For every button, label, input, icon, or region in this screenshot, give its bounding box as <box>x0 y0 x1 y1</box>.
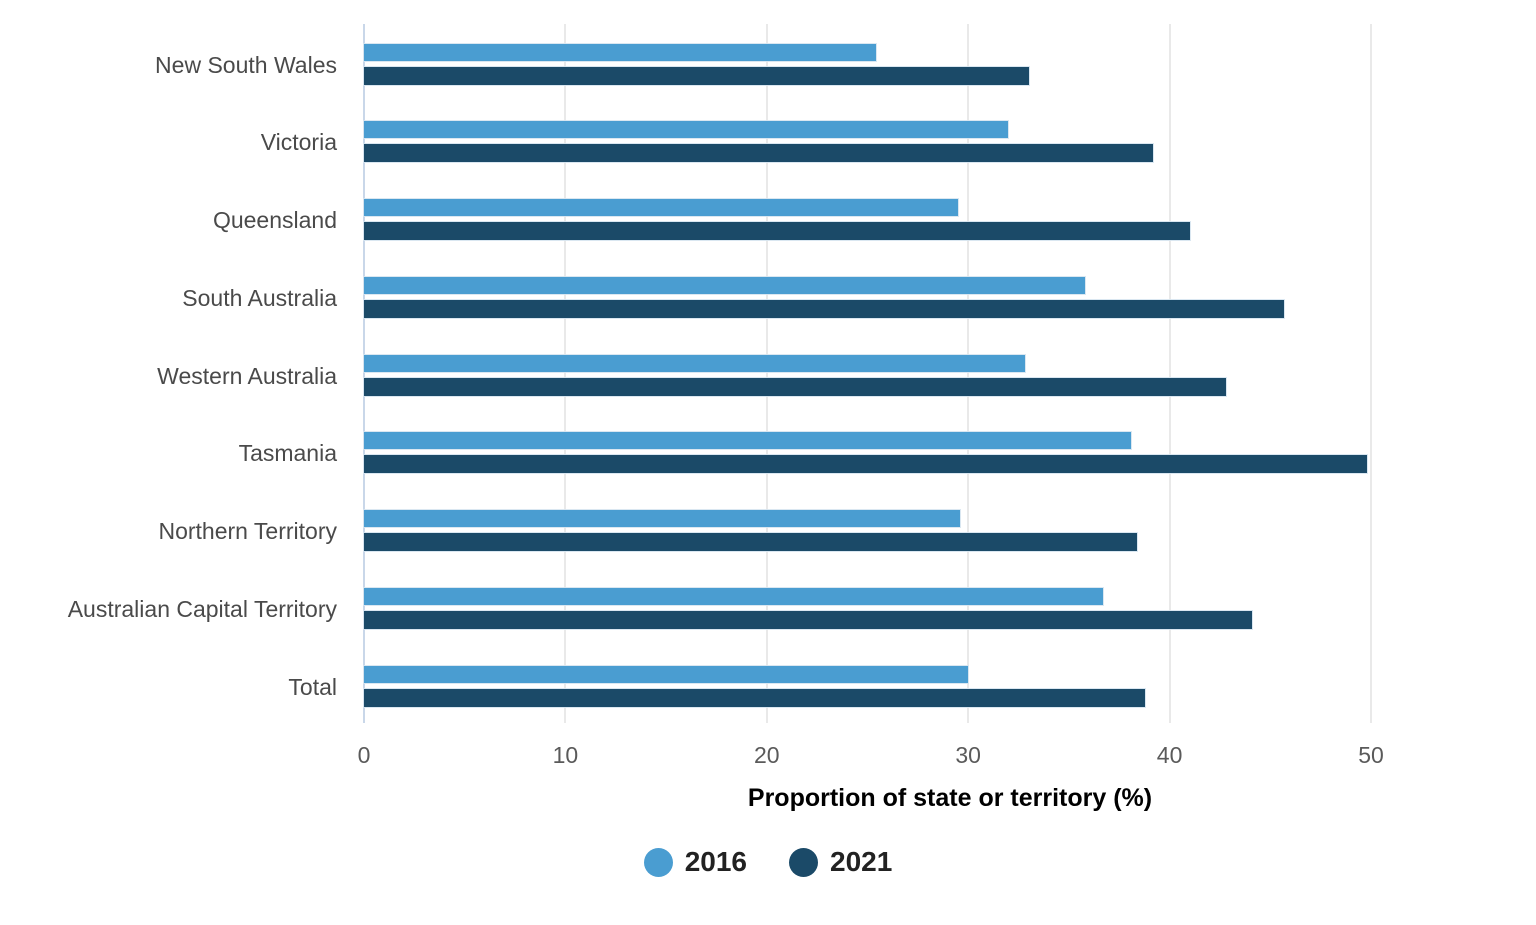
bar-2021-south-australia[interactable] <box>364 299 1285 318</box>
x-tick-label-30: 30 <box>955 742 981 768</box>
bar-2021-victoria[interactable] <box>364 144 1154 163</box>
bar-2016-western-australia[interactable] <box>364 354 1025 372</box>
bar-2016-queensland[interactable] <box>364 199 959 216</box>
axis-zero-line <box>363 24 365 723</box>
bar-2021-queensland[interactable] <box>364 222 1190 240</box>
category-label-australian-capital-territory: Australian Capital Territory <box>67 595 337 622</box>
bar-2016-australian-capital-territory[interactable] <box>364 587 1104 605</box>
bar-2016-northern-territory[interactable] <box>364 510 961 527</box>
bar-2021-tasmania[interactable] <box>364 455 1367 474</box>
gridline-50 <box>1370 24 1372 723</box>
legend-circle-icon-2021 <box>789 847 818 877</box>
x-axis-title: Proportion of state or territory (%) <box>747 784 1153 812</box>
bar-2016-south-australia[interactable] <box>364 276 1085 294</box>
x-tick-label-40: 40 <box>1156 742 1183 768</box>
x-tick-label-10: 10 <box>552 742 579 768</box>
bar-2016-victoria[interactable] <box>364 121 1009 139</box>
bar-2021-western-australia[interactable] <box>364 377 1226 396</box>
legend-circle-icon-2016 <box>643 847 673 877</box>
category-label-western-australia: Western Australia <box>157 362 337 389</box>
gridline-20 <box>765 24 768 723</box>
bar-2016-tasmania[interactable] <box>364 432 1132 450</box>
category-label-tasmania: Tasmania <box>238 440 337 467</box>
bar-2021-total[interactable] <box>364 688 1146 707</box>
bar-2021-australian-capital-territory[interactable] <box>364 610 1253 629</box>
bar-2021-new-south-wales[interactable] <box>364 66 1029 85</box>
bar-2021-northern-territory[interactable] <box>364 533 1138 551</box>
legend-item-2021[interactable]: 2021 <box>789 846 892 878</box>
legend-label-2021: 2021 <box>830 846 893 877</box>
x-tick-label-20: 20 <box>754 742 780 768</box>
category-label-new-south-wales: New South Wales <box>155 51 337 78</box>
bar-2016-total[interactable] <box>364 665 969 683</box>
x-tick-label-50: 50 <box>1358 742 1384 768</box>
legend-item-2016[interactable]: 2016 <box>643 846 747 878</box>
category-label-queensland: Queensland <box>212 207 337 233</box>
category-label-northern-territory: Northern Territory <box>158 518 337 544</box>
bar-2016-new-south-wales[interactable] <box>364 43 876 61</box>
category-label-south-australia: South Australia <box>182 284 337 311</box>
gridline-30 <box>967 24 970 723</box>
gridline-40 <box>1168 24 1171 723</box>
gridline-10 <box>564 24 567 723</box>
category-label-victoria: Victoria <box>260 129 337 156</box>
legend-label-2016: 2016 <box>684 846 747 877</box>
category-label-total: Total <box>288 673 337 700</box>
legend: 2016 2021 <box>0 846 1536 878</box>
x-tick-label-0: 0 <box>357 742 371 768</box>
